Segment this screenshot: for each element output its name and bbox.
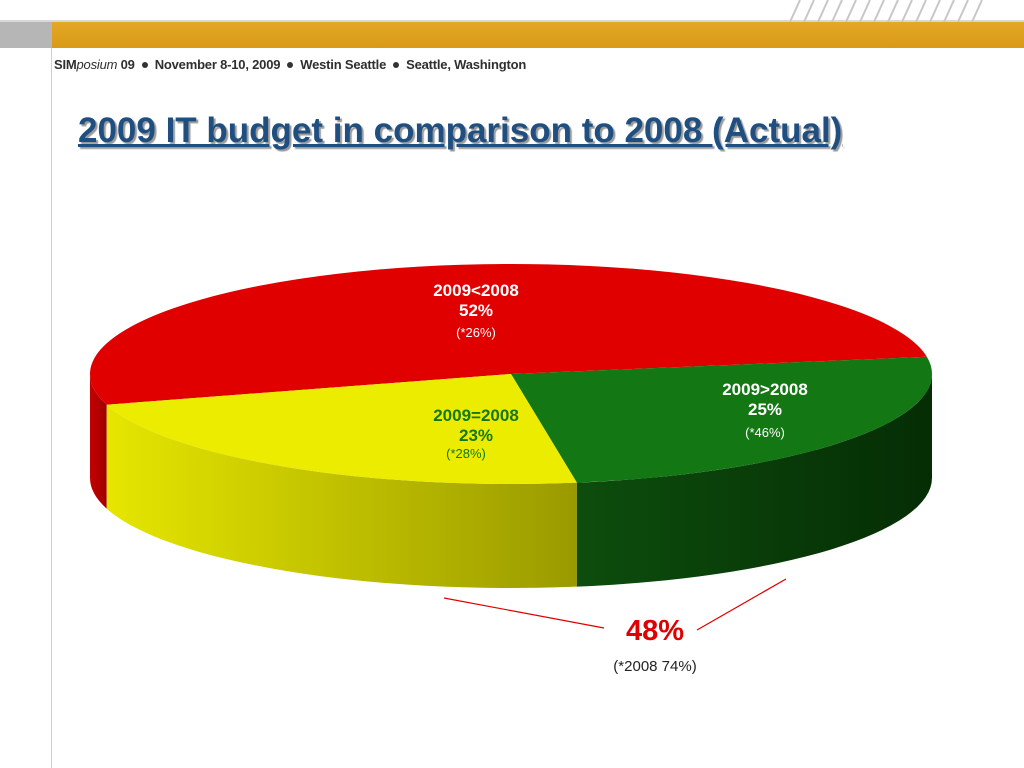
callout-line-left bbox=[443, 597, 605, 629]
slice-value: 52% bbox=[458, 301, 494, 320]
left-rule bbox=[51, 48, 52, 768]
hatch-decoration bbox=[789, 0, 983, 22]
top-divider bbox=[0, 20, 1024, 22]
slice-value: 25% bbox=[747, 400, 783, 419]
event-prefix: SIM bbox=[54, 57, 77, 72]
summary-value: 48% bbox=[625, 615, 685, 647]
slice-equal-top bbox=[106, 374, 577, 484]
slice-category: 2009>2008 bbox=[722, 380, 808, 399]
event-year: 09 bbox=[117, 57, 135, 72]
slice-greater-side bbox=[576, 374, 932, 587]
slice-label-equal: 2009=2008 23% (*28%) bbox=[416, 406, 536, 461]
summary-previous: (*2008 74%) bbox=[613, 658, 697, 675]
slice-category: 2009=2008 bbox=[433, 406, 519, 425]
summary-annotation: 48% bbox=[590, 615, 720, 648]
callout-line-right bbox=[696, 578, 787, 631]
slice-less-top bbox=[90, 264, 927, 405]
bullet-icon bbox=[287, 61, 294, 68]
header-band-left bbox=[0, 22, 52, 48]
slice-value: 23% bbox=[458, 426, 494, 445]
slice-greater-top bbox=[511, 356, 932, 483]
slice-previous: (*46%) bbox=[745, 425, 785, 440]
bullet-icon bbox=[393, 61, 400, 68]
slice-less-side bbox=[90, 374, 107, 509]
slice-previous: (*28%) bbox=[446, 446, 486, 461]
slice-category: 2009<2008 bbox=[433, 281, 519, 300]
header-band bbox=[0, 22, 1024, 48]
event-dates: November 8-10, 2009 bbox=[154, 57, 281, 72]
slide-title: 2009 IT budget in comparison to 2008 (Ac… bbox=[78, 111, 843, 150]
event-venue: Westin Seattle bbox=[300, 57, 387, 72]
slice-equal-side bbox=[106, 404, 577, 588]
event-city: Seattle, Washington bbox=[406, 57, 527, 72]
event-italic: posium bbox=[76, 57, 118, 72]
slice-label-greater: 2009>2008 25% (*46%) bbox=[705, 380, 825, 440]
event-header: SIMposium 09 November 8-10, 2009 Westin Se… bbox=[54, 57, 526, 77]
bullet-icon bbox=[141, 61, 148, 68]
slice-label-less: 2009<2008 52% (*26%) bbox=[416, 281, 536, 340]
slice-previous: (*26%) bbox=[456, 325, 496, 340]
